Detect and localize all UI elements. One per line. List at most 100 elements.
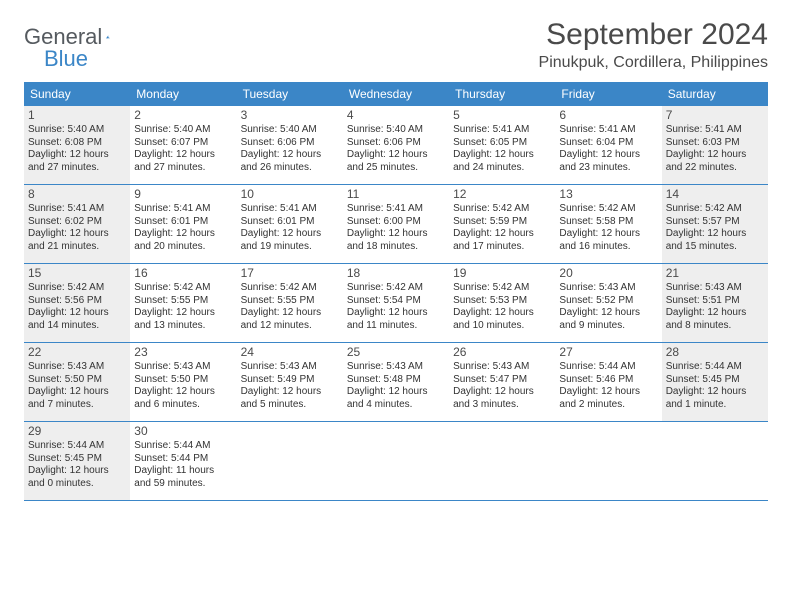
sunset-text: Sunset: 5:53 PM: [453, 295, 551, 308]
daylight1-text: Daylight: 12 hours: [134, 386, 232, 399]
week-row: 8Sunrise: 5:41 AMSunset: 6:02 PMDaylight…: [24, 185, 768, 264]
day-cell: 2Sunrise: 5:40 AMSunset: 6:07 PMDaylight…: [130, 106, 236, 184]
sunset-text: Sunset: 5:50 PM: [134, 374, 232, 387]
daylight2-text: and 6 minutes.: [134, 399, 232, 412]
day-cell: 16Sunrise: 5:42 AMSunset: 5:55 PMDayligh…: [130, 264, 236, 342]
month-title: September 2024: [539, 18, 768, 52]
daylight2-text: and 18 minutes.: [347, 241, 445, 254]
day-cell: 11Sunrise: 5:41 AMSunset: 6:00 PMDayligh…: [343, 185, 449, 263]
sunset-text: Sunset: 6:08 PM: [28, 137, 126, 150]
daylight2-text: and 24 minutes.: [453, 162, 551, 175]
sunrise-text: Sunrise: 5:42 AM: [559, 203, 657, 216]
day-cell: 8Sunrise: 5:41 AMSunset: 6:02 PMDaylight…: [24, 185, 130, 263]
daylight1-text: Daylight: 12 hours: [134, 228, 232, 241]
day-cell: 5Sunrise: 5:41 AMSunset: 6:05 PMDaylight…: [449, 106, 555, 184]
sunrise-text: Sunrise: 5:40 AM: [134, 124, 232, 137]
logo-sail-icon: [106, 28, 110, 46]
sunset-text: Sunset: 5:51 PM: [666, 295, 764, 308]
daylight1-text: Daylight: 12 hours: [666, 149, 764, 162]
day-number: 4: [347, 108, 445, 123]
daylight1-text: Daylight: 12 hours: [347, 228, 445, 241]
sunrise-text: Sunrise: 5:42 AM: [453, 203, 551, 216]
daylight1-text: Daylight: 12 hours: [241, 228, 339, 241]
day-cell: 12Sunrise: 5:42 AMSunset: 5:59 PMDayligh…: [449, 185, 555, 263]
daylight1-text: Daylight: 12 hours: [453, 228, 551, 241]
sunrise-text: Sunrise: 5:40 AM: [347, 124, 445, 137]
logo-text-blue: Blue: [44, 46, 88, 72]
daylight1-text: Daylight: 12 hours: [241, 307, 339, 320]
daylight2-text: and 17 minutes.: [453, 241, 551, 254]
sunrise-text: Sunrise: 5:44 AM: [28, 440, 126, 453]
sunrise-text: Sunrise: 5:41 AM: [559, 124, 657, 137]
day-number: 14: [666, 187, 764, 202]
day-cell: 28Sunrise: 5:44 AMSunset: 5:45 PMDayligh…: [662, 343, 768, 421]
daylight2-text: and 7 minutes.: [28, 399, 126, 412]
header: General September 2024 Pinukpuk, Cordill…: [24, 18, 768, 72]
daylight1-text: Daylight: 12 hours: [666, 386, 764, 399]
day-header-wednesday: Wednesday: [343, 82, 449, 106]
daylight2-text: and 11 minutes.: [347, 320, 445, 333]
daylight2-text: and 10 minutes.: [453, 320, 551, 333]
sunset-text: Sunset: 6:04 PM: [559, 137, 657, 150]
sunset-text: Sunset: 5:56 PM: [28, 295, 126, 308]
day-header-friday: Friday: [555, 82, 661, 106]
sunrise-text: Sunrise: 5:42 AM: [241, 282, 339, 295]
day-cell: 22Sunrise: 5:43 AMSunset: 5:50 PMDayligh…: [24, 343, 130, 421]
sunset-text: Sunset: 6:06 PM: [347, 137, 445, 150]
sunrise-text: Sunrise: 5:43 AM: [28, 361, 126, 374]
daylight2-text: and 27 minutes.: [134, 162, 232, 175]
day-number: 12: [453, 187, 551, 202]
sunrise-text: Sunrise: 5:44 AM: [134, 440, 232, 453]
daylight1-text: Daylight: 12 hours: [28, 149, 126, 162]
daylight2-text: and 5 minutes.: [241, 399, 339, 412]
sunset-text: Sunset: 6:02 PM: [28, 216, 126, 229]
daylight2-text: and 9 minutes.: [559, 320, 657, 333]
daylight1-text: Daylight: 12 hours: [453, 386, 551, 399]
day-cell: [343, 422, 449, 500]
day-cell: 13Sunrise: 5:42 AMSunset: 5:58 PMDayligh…: [555, 185, 661, 263]
sunrise-text: Sunrise: 5:43 AM: [241, 361, 339, 374]
day-number: 11: [347, 187, 445, 202]
daylight2-text: and 22 minutes.: [666, 162, 764, 175]
day-cell: 19Sunrise: 5:42 AMSunset: 5:53 PMDayligh…: [449, 264, 555, 342]
sunset-text: Sunset: 5:48 PM: [347, 374, 445, 387]
sunset-text: Sunset: 6:03 PM: [666, 137, 764, 150]
sunrise-text: Sunrise: 5:40 AM: [241, 124, 339, 137]
sunrise-text: Sunrise: 5:43 AM: [347, 361, 445, 374]
daylight2-text: and 4 minutes.: [347, 399, 445, 412]
day-number: 17: [241, 266, 339, 281]
daylight1-text: Daylight: 12 hours: [559, 228, 657, 241]
day-number: 23: [134, 345, 232, 360]
sunrise-text: Sunrise: 5:44 AM: [666, 361, 764, 374]
day-cell: 20Sunrise: 5:43 AMSunset: 5:52 PMDayligh…: [555, 264, 661, 342]
sunrise-text: Sunrise: 5:41 AM: [666, 124, 764, 137]
day-number: 10: [241, 187, 339, 202]
sunset-text: Sunset: 5:44 PM: [134, 453, 232, 466]
day-number: 21: [666, 266, 764, 281]
sunset-text: Sunset: 6:01 PM: [241, 216, 339, 229]
day-cell: 29Sunrise: 5:44 AMSunset: 5:45 PMDayligh…: [24, 422, 130, 500]
sunset-text: Sunset: 6:05 PM: [453, 137, 551, 150]
sunrise-text: Sunrise: 5:43 AM: [453, 361, 551, 374]
daylight1-text: Daylight: 12 hours: [666, 228, 764, 241]
sunset-text: Sunset: 5:55 PM: [241, 295, 339, 308]
day-number: 2: [134, 108, 232, 123]
sunset-text: Sunset: 5:55 PM: [134, 295, 232, 308]
sunset-text: Sunset: 5:50 PM: [28, 374, 126, 387]
sunrise-text: Sunrise: 5:41 AM: [28, 203, 126, 216]
day-cell: [662, 422, 768, 500]
day-number: 16: [134, 266, 232, 281]
sunrise-text: Sunrise: 5:40 AM: [28, 124, 126, 137]
day-cell: [237, 422, 343, 500]
day-header-thursday: Thursday: [449, 82, 555, 106]
day-number: 20: [559, 266, 657, 281]
sunset-text: Sunset: 5:59 PM: [453, 216, 551, 229]
day-number: 3: [241, 108, 339, 123]
sunrise-text: Sunrise: 5:41 AM: [453, 124, 551, 137]
sunrise-text: Sunrise: 5:42 AM: [453, 282, 551, 295]
day-cell: 18Sunrise: 5:42 AMSunset: 5:54 PMDayligh…: [343, 264, 449, 342]
daylight1-text: Daylight: 12 hours: [347, 307, 445, 320]
day-header-monday: Monday: [130, 82, 236, 106]
sunrise-text: Sunrise: 5:43 AM: [559, 282, 657, 295]
daylight1-text: Daylight: 12 hours: [28, 228, 126, 241]
